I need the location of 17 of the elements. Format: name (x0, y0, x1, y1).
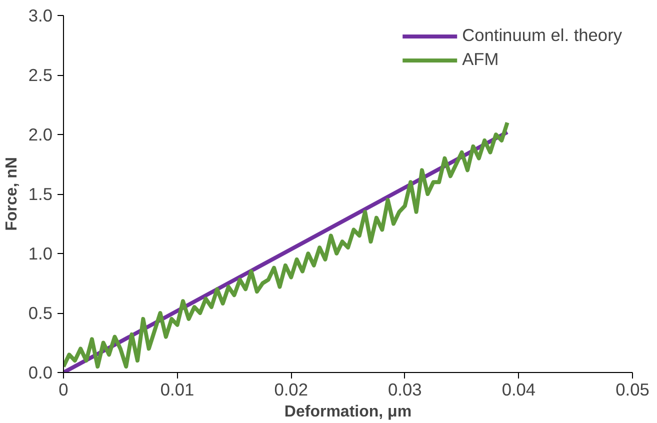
y-tick-label: 1.5 (28, 184, 53, 204)
x-tick-label: 0.05 (616, 380, 650, 400)
legend-label: Continuum el. theory (462, 25, 622, 46)
x-tick-label: 0.01 (160, 380, 194, 400)
y-tick-label: 0.5 (28, 303, 53, 323)
x-axis-title: Deformation, μm (284, 404, 412, 420)
x-tick-label: 0.04 (502, 380, 536, 400)
y-tick-label: 0.0 (28, 362, 53, 382)
y-tick-label: 1.0 (28, 244, 53, 264)
y-tick-label: 2.0 (28, 124, 53, 144)
y-tick-label: 2.5 (28, 65, 53, 85)
x-tick-label: 0 (58, 380, 68, 400)
x-tick-label: 0.02 (274, 380, 308, 400)
y-tick-label: 3.0 (28, 6, 53, 26)
x-tick-label: 0.03 (388, 380, 422, 400)
legend-label: AFM (462, 49, 499, 70)
y-axis-title: Force, nN (3, 157, 20, 231)
